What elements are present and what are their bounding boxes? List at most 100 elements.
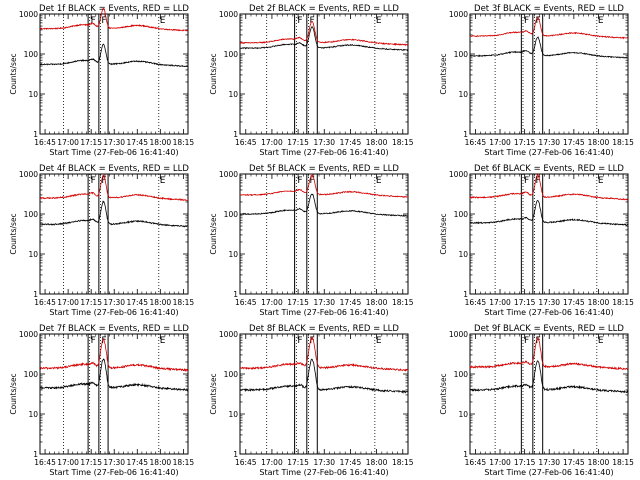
panel-det-2f: Det 2f BLACK = Events, RED = LLD 1 10 100 10… xyxy=(209,4,414,157)
y-tick-label: 10 xyxy=(228,250,238,259)
events-series-line xyxy=(39,358,189,392)
lld-series-line xyxy=(239,20,409,47)
marker-label: F xyxy=(297,16,302,26)
x-tick-label: 17:15 xyxy=(514,138,536,147)
x-tick-label: 17:45 xyxy=(563,458,585,467)
y-tick-label: 100 xyxy=(24,370,39,379)
panel-det-1f: Det 1f BLACK = Events, RED = LLD 1 10 100 10… xyxy=(9,4,194,157)
x-tick-label: 17:45 xyxy=(340,298,362,307)
x-tick-label: 17:45 xyxy=(563,138,585,147)
y-tick-label: 10 xyxy=(28,250,38,259)
x-axis-label: Start Time (27-Feb-06 16:41:40) xyxy=(49,468,178,477)
x-tick-label: 17:45 xyxy=(126,458,148,467)
panel-title: Det 1f BLACK = Events, RED = LLD xyxy=(39,4,189,14)
y-tick-label: 1 xyxy=(233,290,238,299)
lld-series-line xyxy=(469,173,629,201)
x-tick-label: 17:00 xyxy=(489,138,511,147)
x-tick-label: 18:00 xyxy=(150,298,172,307)
x-tick-label: 18:00 xyxy=(366,298,388,307)
marker-label: E xyxy=(598,176,604,186)
panel-title: Det 5f BLACK = Events, RED = LLD xyxy=(249,164,399,174)
lld-series-line xyxy=(39,337,189,373)
y-tick-label: 100 xyxy=(24,50,39,59)
lld-series-line xyxy=(239,173,408,198)
y-tick-label: 1000 xyxy=(449,170,468,179)
x-tick-label: 18:00 xyxy=(150,458,172,467)
y-axis-label: Counts/sec xyxy=(439,53,448,94)
x-tick-label: 16:45 xyxy=(235,298,257,307)
x-tick-label: 18:15 xyxy=(612,458,634,467)
y-tick-label: 1 xyxy=(463,290,468,299)
x-tick-label: 17:15 xyxy=(287,298,309,307)
y-tick-label: 100 xyxy=(224,210,239,219)
x-tick-label: 18:00 xyxy=(588,298,610,307)
x-axis-label: Start Time (27-Feb-06 16:41:40) xyxy=(49,308,178,317)
x-tick-label: 17:30 xyxy=(538,138,560,147)
plot-frame xyxy=(469,13,629,135)
x-tick-label: 17:45 xyxy=(340,458,362,467)
marker-label: F xyxy=(310,176,315,186)
y-tick-label: 10 xyxy=(458,90,468,99)
x-axis-label: Start Time (27-Feb-06 16:41:40) xyxy=(484,308,613,317)
panel-title: Det 6f BLACK = Events, RED = LLD xyxy=(474,164,624,174)
x-tick-label: 18:15 xyxy=(612,298,634,307)
lld-series-line xyxy=(470,16,629,40)
y-axis-label: Counts/sec xyxy=(439,373,448,414)
x-tick-label: 17:15 xyxy=(80,458,102,467)
x-tick-label: 16:45 xyxy=(465,138,487,147)
x-tick-label: 18:15 xyxy=(392,458,414,467)
y-tick-label: 10 xyxy=(458,410,468,419)
plot-frame xyxy=(239,173,409,295)
x-tick-label: 17:15 xyxy=(80,138,102,147)
panel-det-8f: Det 8f BLACK = Events, RED = LLD 1 10 100 10… xyxy=(209,324,414,477)
marker-label: E xyxy=(160,16,166,26)
panel-title: Det 3f BLACK = Events, RED = LLD xyxy=(474,4,624,14)
events-series-line xyxy=(239,25,409,52)
y-tick-label: 1000 xyxy=(219,10,238,19)
panel-title: Det 2f BLACK = Events, RED = LLD xyxy=(249,4,399,14)
x-tick-label: 18:15 xyxy=(392,138,414,147)
x-tick-label: 17:15 xyxy=(287,458,309,467)
x-tick-label: 17:00 xyxy=(261,298,283,307)
x-tick-label: 17:15 xyxy=(514,458,536,467)
x-tick-label: 17:30 xyxy=(103,458,125,467)
x-axis-label: Start Time (27-Feb-06 16:41:40) xyxy=(259,308,388,317)
x-tick-label: 17:00 xyxy=(489,458,511,467)
marker-label: F xyxy=(535,336,540,346)
marker-label: F xyxy=(91,16,96,26)
panel-title: Det 7f BLACK = Events, RED = LLD xyxy=(39,324,189,334)
x-tick-label: 17:30 xyxy=(313,298,335,307)
lld-series-line xyxy=(39,7,188,32)
x-tick-label: 17:30 xyxy=(538,298,560,307)
y-tick-label: 100 xyxy=(454,370,469,379)
events-series-line xyxy=(239,358,409,395)
marker-label: F xyxy=(91,176,96,186)
x-tick-label: 16:45 xyxy=(34,138,56,147)
events-series-line xyxy=(239,193,409,217)
x-tick-label: 17:30 xyxy=(313,458,335,467)
y-tick-label: 1000 xyxy=(449,10,468,19)
y-axis-label: Counts/sec xyxy=(9,53,18,94)
x-axis-label: Start Time (27-Feb-06 16:41:40) xyxy=(484,468,613,477)
panel-title: Det 4f BLACK = Events, RED = LLD xyxy=(39,164,189,174)
marker-label: F xyxy=(535,176,540,186)
marker-label: E xyxy=(376,16,382,26)
x-tick-label: 17:15 xyxy=(287,138,309,147)
x-tick-label: 18:15 xyxy=(612,138,634,147)
x-axis-label: Start Time (27-Feb-06 16:41:40) xyxy=(49,148,178,157)
y-tick-label: 1 xyxy=(33,290,38,299)
x-tick-label: 17:00 xyxy=(57,298,79,307)
y-tick-label: 100 xyxy=(454,210,469,219)
plot-frame xyxy=(39,173,189,295)
x-tick-label: 16:45 xyxy=(465,298,487,307)
marker-label: F xyxy=(535,16,540,26)
x-axis-label: Start Time (27-Feb-06 16:41:40) xyxy=(259,148,388,157)
x-tick-label: 18:00 xyxy=(366,458,388,467)
y-tick-label: 100 xyxy=(224,50,239,59)
y-tick-label: 10 xyxy=(228,90,238,99)
y-tick-label: 1 xyxy=(463,130,468,139)
marker-label: F xyxy=(297,176,302,186)
x-tick-label: 16:45 xyxy=(235,458,257,467)
y-tick-label: 10 xyxy=(28,410,38,419)
events-series-line xyxy=(469,199,629,226)
